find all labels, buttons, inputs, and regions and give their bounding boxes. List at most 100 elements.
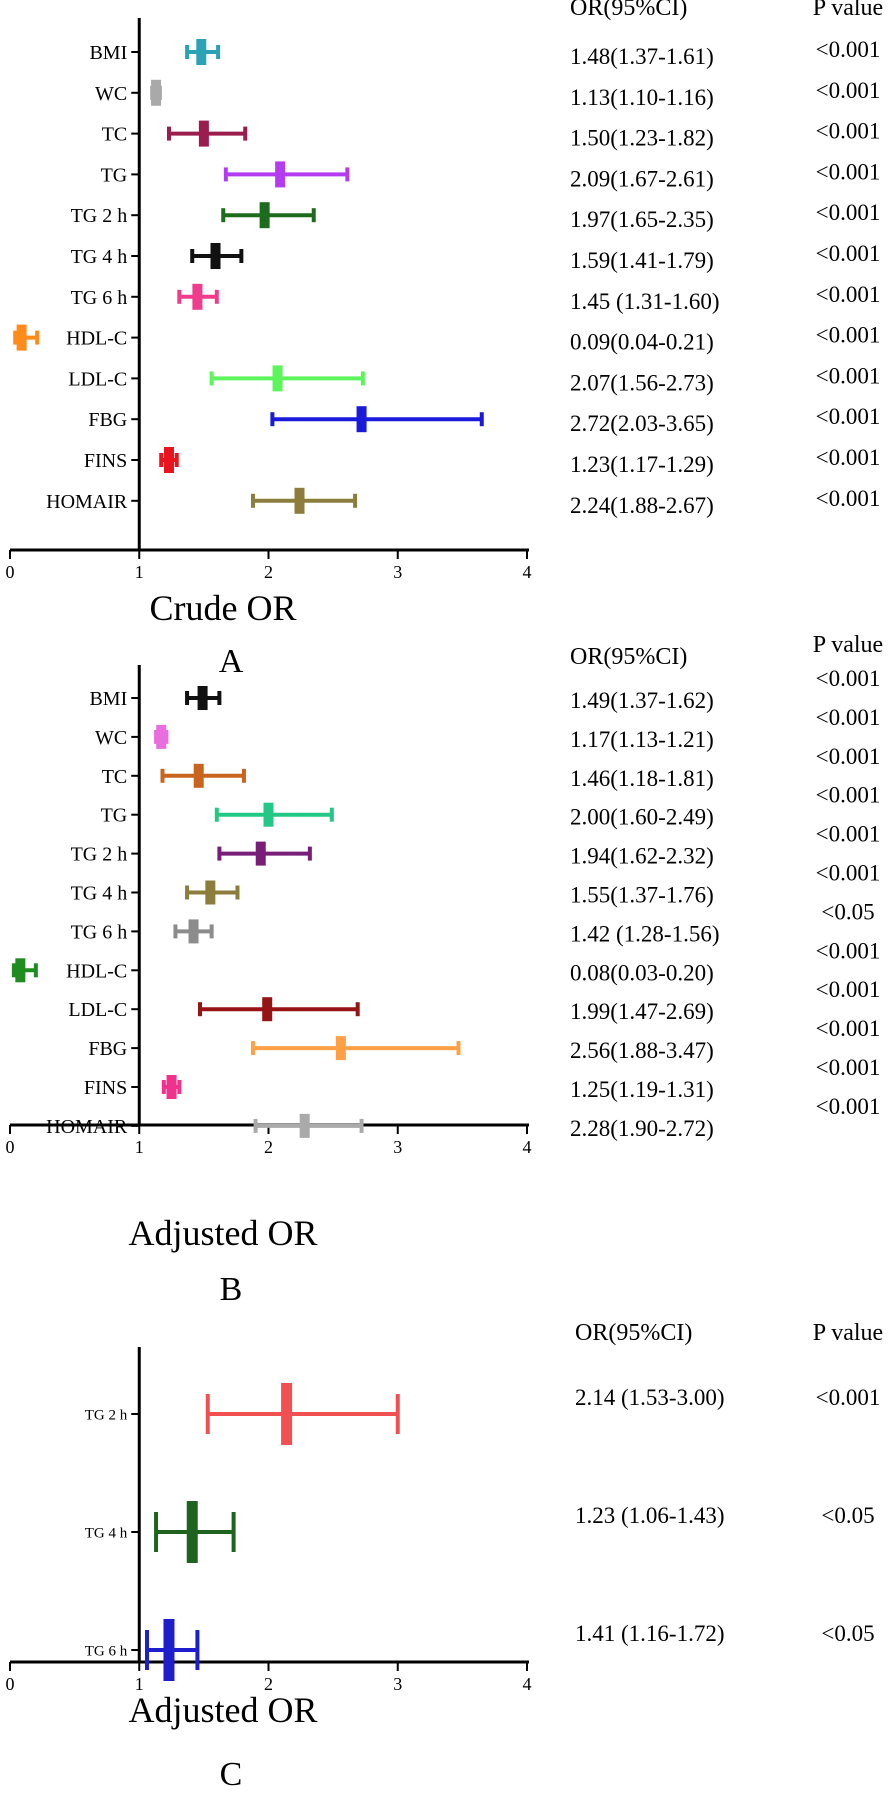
row-label: HOMAIR: [46, 491, 128, 513]
or-ci-value: 2.72(2.03-3.65): [570, 411, 714, 436]
x-tick-label: 2: [264, 1674, 273, 1694]
row-label: WC: [95, 83, 127, 105]
or-point-marker: [259, 202, 270, 229]
row-label: TG 2 h: [71, 205, 128, 227]
p-value: <0.001: [816, 666, 881, 691]
x-tick-label: 4: [523, 562, 532, 582]
or-point-marker: [210, 243, 221, 269]
p-value: <0.001: [816, 200, 881, 225]
or-ci-value: 2.14 (1.53-3.00): [575, 1385, 724, 1410]
row-label: TG 4 h: [85, 1525, 128, 1541]
or-ci-value: 1.49(1.37-1.62): [570, 688, 714, 713]
or-point-marker: [275, 161, 286, 188]
row-label: LDL-C: [68, 368, 127, 390]
row-label: TC: [102, 124, 128, 146]
or-point-marker: [294, 487, 305, 514]
p-value: <0.001: [816, 705, 881, 730]
p-value: <0.001: [816, 445, 881, 470]
or-point-marker: [205, 880, 216, 905]
or-ci-value: 0.08(0.03-0.20): [570, 960, 714, 985]
row-label: HDL-C: [66, 960, 127, 982]
or-column-header: OR(95%CI): [575, 1320, 692, 1346]
or-ci-value: 2.28(1.90-2.72): [570, 1116, 714, 1141]
or-point-marker: [272, 365, 283, 392]
or-point-marker: [281, 1383, 293, 1445]
row-label: TG: [101, 805, 128, 827]
or-point-marker: [192, 283, 203, 310]
or-ci-value: 0.09(0.04-0.21): [570, 330, 714, 355]
p-value: <0.001: [816, 119, 881, 144]
row-label: HOMAIR: [46, 1116, 128, 1138]
or-ci-value: 2.24(1.88-2.67): [570, 493, 714, 518]
or-point-marker: [163, 1619, 175, 1681]
p-value: <0.001: [816, 486, 881, 511]
x-tick-label: 1: [135, 1137, 144, 1157]
p-value: <0.05: [821, 1621, 874, 1646]
row-label: FBG: [88, 409, 127, 431]
row-label: TG 6 h: [71, 287, 128, 309]
p-value: <0.001: [816, 241, 881, 266]
x-tick-label: 3: [393, 562, 402, 582]
p-value: <0.001: [816, 822, 881, 847]
or-ci-value: 1.99(1.47-2.69): [570, 999, 714, 1024]
or-point-marker: [263, 802, 274, 827]
x-tick-label: 0: [6, 1137, 15, 1157]
row-label: HDL-C: [66, 328, 127, 350]
p-value: <0.001: [816, 1385, 881, 1410]
p-value: <0.001: [816, 861, 881, 886]
or-point-marker: [156, 724, 167, 749]
x-tick-label: 3: [393, 1137, 402, 1157]
row-label: TG: [101, 164, 128, 186]
row-label: BMI: [89, 42, 127, 64]
forest-panel-b: 0 1 2 3 4 OR(95%CI) P value BMI 1.49(1.37-1.62) <…: [6, 632, 884, 1308]
p-value: <0.001: [816, 977, 881, 1002]
or-ci-value: 2.56(1.88-3.47): [570, 1038, 714, 1063]
x-axis-title: Crude OR: [150, 588, 297, 628]
p-value: <0.001: [816, 282, 881, 307]
or-point-marker: [299, 1113, 310, 1138]
or-point-marker: [163, 447, 174, 473]
x-tick-label: 2: [264, 562, 273, 582]
or-ci-value: 1.50(1.23-1.82): [570, 126, 714, 151]
row-label: FBG: [88, 1038, 127, 1060]
p-value: <0.001: [816, 1055, 881, 1080]
forest-panel-c: 0 1 2 3 4 OR(95%CI) P value TG 2 h 2.14 (1.53-3.…: [6, 1320, 884, 1793]
p-column-header: P value: [813, 1320, 883, 1346]
x-axis-title: Adjusted OR: [129, 1213, 318, 1253]
or-ci-value: 1.42 (1.28-1.56): [570, 921, 719, 946]
p-value: <0.05: [821, 1503, 874, 1528]
row-label: TG 4 h: [71, 883, 128, 905]
or-point-marker: [193, 763, 204, 788]
or-point-marker: [335, 1036, 346, 1061]
or-point-marker: [198, 120, 209, 147]
row-label: TC: [102, 766, 128, 788]
p-value: <0.001: [816, 323, 881, 348]
row-label: TG 6 h: [71, 921, 128, 943]
or-point-marker: [151, 79, 162, 106]
or-ci-value: 1.41 (1.16-1.72): [575, 1621, 724, 1646]
or-point-marker: [196, 39, 207, 65]
row-label: TG 6 h: [85, 1643, 128, 1659]
row-label: FINS: [84, 450, 127, 472]
or-point-marker: [16, 324, 27, 351]
or-ci-value: 1.23 (1.06-1.43): [575, 1503, 724, 1528]
row-label: BMI: [89, 688, 127, 710]
p-value: <0.001: [816, 37, 881, 62]
or-point-marker: [262, 997, 273, 1022]
or-point-marker: [166, 1075, 177, 1099]
or-column-header: OR(95%CI): [570, 0, 687, 21]
x-axis-title: Adjusted OR: [129, 1690, 318, 1730]
or-ci-value: 1.55(1.37-1.76): [570, 883, 714, 908]
or-ci-value: 1.94(1.62-2.32): [570, 844, 714, 869]
row-label: FINS: [84, 1077, 127, 1099]
p-value: <0.001: [816, 1016, 881, 1041]
x-tick-label: 1: [135, 1674, 144, 1694]
row-label: TG 2 h: [85, 1407, 128, 1423]
p-value: <0.001: [816, 783, 881, 808]
or-ci-value: 1.23(1.17-1.29): [570, 452, 714, 477]
x-tick-label: 2: [264, 1137, 273, 1157]
or-ci-value: 2.07(1.56-2.73): [570, 370, 714, 395]
or-point-marker: [15, 958, 26, 983]
panel-label: A: [219, 643, 244, 680]
